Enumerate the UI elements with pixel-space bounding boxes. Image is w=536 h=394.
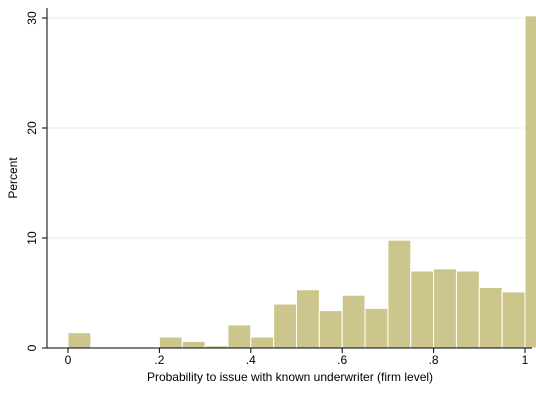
histogram-bar-12 <box>341 294 366 349</box>
histogram-bar-13 <box>364 307 389 349</box>
x-axis-label: Probability to issue with known underwri… <box>147 370 433 384</box>
x-tick-label: 0 <box>65 353 72 367</box>
histogram-bar-16 <box>433 268 457 349</box>
histogram-bar-20 <box>524 15 536 349</box>
histogram-bar-0 <box>67 332 92 349</box>
bars <box>67 15 536 349</box>
grid-lines <box>47 17 532 239</box>
y-tick-label: 10 <box>25 231 39 245</box>
y-tick-label: 0 <box>25 344 39 351</box>
histogram-bar-5 <box>181 340 206 349</box>
histogram-bar-11 <box>318 310 343 349</box>
histogram-bar-17 <box>455 270 480 349</box>
axes <box>46 8 532 349</box>
ticks: 0 10 20 30 0 .2 .4 .6 .8 1 <box>25 11 529 367</box>
histogram-bar-7 <box>227 324 252 349</box>
y-tick-label: 20 <box>25 121 39 135</box>
x-tick-label: .8 <box>429 353 439 367</box>
histogram-bar-8 <box>250 336 275 349</box>
x-tick-label: 1 <box>522 353 529 367</box>
y-tick-label: 30 <box>25 11 39 25</box>
histogram-bar-15 <box>410 270 435 349</box>
histogram-bar-14 <box>387 239 412 349</box>
histogram-bar-10 <box>296 289 320 349</box>
histogram-bar-18 <box>478 287 503 349</box>
x-tick-label: .2 <box>154 353 164 367</box>
x-tick-label: .6 <box>337 353 347 367</box>
y-axis-label: Percent <box>6 157 20 199</box>
x-tick-label: .4 <box>246 353 256 367</box>
histogram-bar-4 <box>158 336 183 349</box>
histogram-bar-19 <box>501 291 526 349</box>
histogram-bar-9 <box>273 303 297 349</box>
